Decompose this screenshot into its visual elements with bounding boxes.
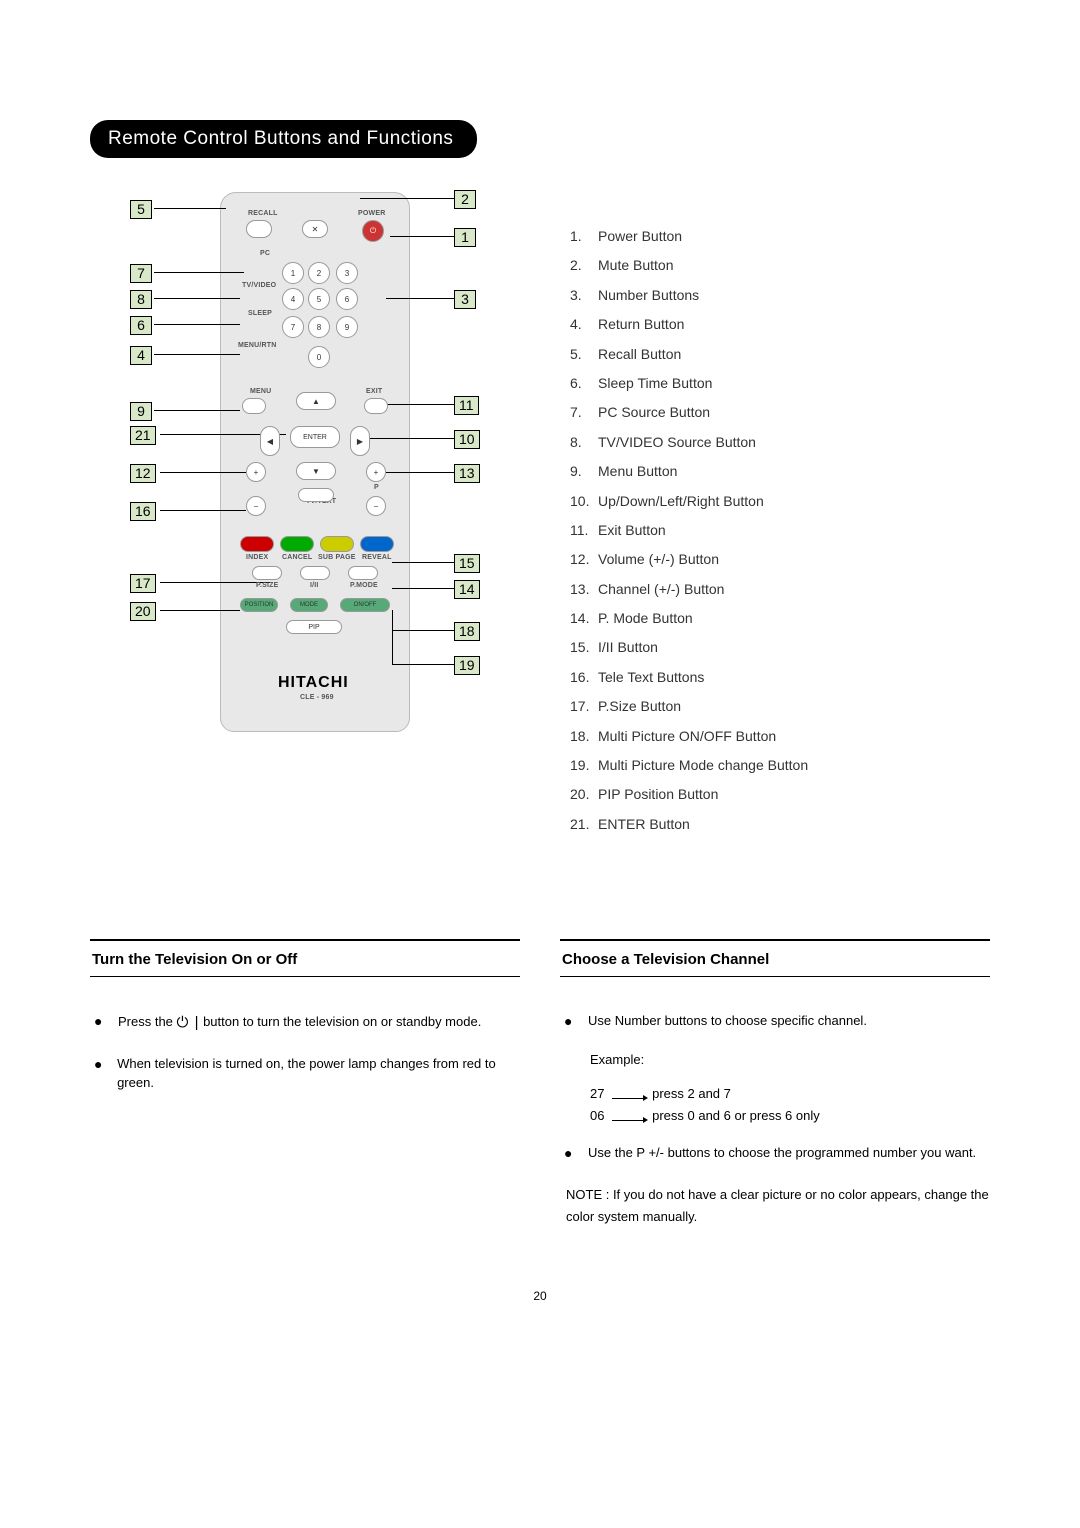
function-item: 17.P.Size Button bbox=[570, 692, 990, 721]
function-item: 11.Exit Button bbox=[570, 516, 990, 545]
function-item: 20.PIP Position Button bbox=[570, 780, 990, 809]
callout-12: 12 bbox=[130, 464, 156, 483]
callout-4: 4 bbox=[130, 346, 152, 365]
brand-logo: HITACHI bbox=[278, 674, 349, 692]
label-reveal: REVEAL bbox=[362, 554, 392, 561]
callout-13: 13 bbox=[454, 464, 480, 483]
function-item: 15.I/II Button bbox=[570, 633, 990, 662]
callout-21: 21 bbox=[130, 426, 156, 445]
function-item: 5.Recall Button bbox=[570, 340, 990, 369]
callout-6: 6 bbox=[130, 316, 152, 335]
function-item: 9.Menu Button bbox=[570, 457, 990, 486]
page-title: Remote Control Buttons and Functions bbox=[90, 120, 477, 158]
callout-18: 18 bbox=[454, 622, 480, 641]
callout-1: 1 bbox=[454, 228, 476, 247]
label-psize: P.SIZE bbox=[256, 582, 278, 589]
text: Use the P +/- buttons to choose the prog… bbox=[588, 1143, 976, 1164]
function-item: 16.Tele Text Buttons bbox=[570, 663, 990, 692]
function-item: 10.Up/Down/Left/Right Button bbox=[570, 487, 990, 516]
model-label: CLE - 969 bbox=[300, 694, 334, 701]
label-menurtn: MENU/RTN bbox=[238, 342, 277, 349]
function-item: 8.TV/VIDEO Source Button bbox=[570, 428, 990, 457]
label-subpage: SUB PAGE bbox=[318, 554, 356, 561]
label-power: POWER bbox=[358, 210, 385, 217]
callout-3: 3 bbox=[454, 290, 476, 309]
label-p: P bbox=[374, 484, 379, 491]
function-list: 1.Power Button2.Mute Button3.Number Butt… bbox=[570, 186, 990, 839]
function-item: 3.Number Buttons bbox=[570, 281, 990, 310]
function-item: 19.Multi Picture Mode change Button bbox=[570, 751, 990, 780]
bottom-section: Turn the Television On or Off ● Press th… bbox=[90, 939, 990, 1228]
label-recall: RECALL bbox=[248, 210, 278, 217]
label-iii: I/II bbox=[310, 582, 319, 589]
label-tvvideo: TV/VIDEO bbox=[242, 282, 276, 289]
ex-num: 27 bbox=[590, 1086, 604, 1101]
ex-text: press 2 and 7 bbox=[652, 1086, 731, 1101]
callout-14: 14 bbox=[454, 580, 480, 599]
label-pmode: P.MODE bbox=[350, 582, 378, 589]
power-icon: ⏻ | bbox=[177, 1014, 200, 1031]
label-cancel: CANCEL bbox=[282, 554, 312, 561]
function-item: 12.Volume (+/-) Button bbox=[570, 545, 990, 574]
callout-20: 20 bbox=[130, 602, 156, 621]
callout-17: 17 bbox=[130, 574, 156, 593]
callout-15: 15 bbox=[454, 554, 480, 573]
callout-19: 19 bbox=[454, 656, 480, 675]
function-item: 21.ENTER Button bbox=[570, 810, 990, 839]
function-item: 1.Power Button bbox=[570, 222, 990, 251]
section-turn-on-off: Turn the Television On or Off ● Press th… bbox=[90, 939, 520, 1228]
text: button to turn the television on or stan… bbox=[199, 1014, 481, 1029]
callout-5: 5 bbox=[130, 200, 152, 219]
label-menu: MENU bbox=[250, 388, 271, 395]
callout-11: 11 bbox=[454, 396, 479, 415]
callout-16: 16 bbox=[130, 502, 156, 521]
top-section: 5 7 8 6 4 9 21 12 16 17 20 2 1 bbox=[90, 186, 990, 839]
function-item: 14.P. Mode Button bbox=[570, 604, 990, 633]
text: Press the bbox=[118, 1014, 177, 1029]
label-index: INDEX bbox=[246, 554, 268, 561]
function-item: 13.Channel (+/-) Button bbox=[570, 575, 990, 604]
callout-2: 2 bbox=[454, 190, 476, 209]
example-label: Example: bbox=[590, 1052, 990, 1067]
note-text: NOTE : If you do not have a clear pictur… bbox=[566, 1184, 990, 1228]
text: Use Number buttons to choose specific ch… bbox=[588, 1011, 867, 1032]
label-pc: PC bbox=[260, 250, 270, 257]
callout-9: 9 bbox=[130, 402, 152, 421]
function-item: 4.Return Button bbox=[570, 310, 990, 339]
heading-right: Choose a Television Channel bbox=[560, 945, 990, 976]
heading-left: Turn the Television On or Off bbox=[90, 945, 520, 976]
callout-10: 10 bbox=[454, 430, 480, 449]
function-item: 2.Mute Button bbox=[570, 251, 990, 280]
callout-7: 7 bbox=[130, 264, 152, 283]
label-sleep: SLEEP bbox=[248, 310, 272, 317]
section-choose-channel: Choose a Television Channel ● Use Number… bbox=[560, 939, 990, 1228]
page-number: 20 bbox=[90, 1289, 990, 1303]
text: When television is turned on, the power … bbox=[117, 1054, 520, 1093]
ex-text: press 0 and 6 or press 6 only bbox=[652, 1108, 820, 1123]
function-item: 6.Sleep Time Button bbox=[570, 369, 990, 398]
function-item: 18.Multi Picture ON/OFF Button bbox=[570, 722, 990, 751]
label-exit: EXIT bbox=[366, 388, 382, 395]
ex-num: 06 bbox=[590, 1108, 604, 1123]
remote-diagram: 5 7 8 6 4 9 21 12 16 17 20 2 1 bbox=[90, 186, 550, 839]
function-item: 7.PC Source Button bbox=[570, 398, 990, 427]
callout-8: 8 bbox=[130, 290, 152, 309]
